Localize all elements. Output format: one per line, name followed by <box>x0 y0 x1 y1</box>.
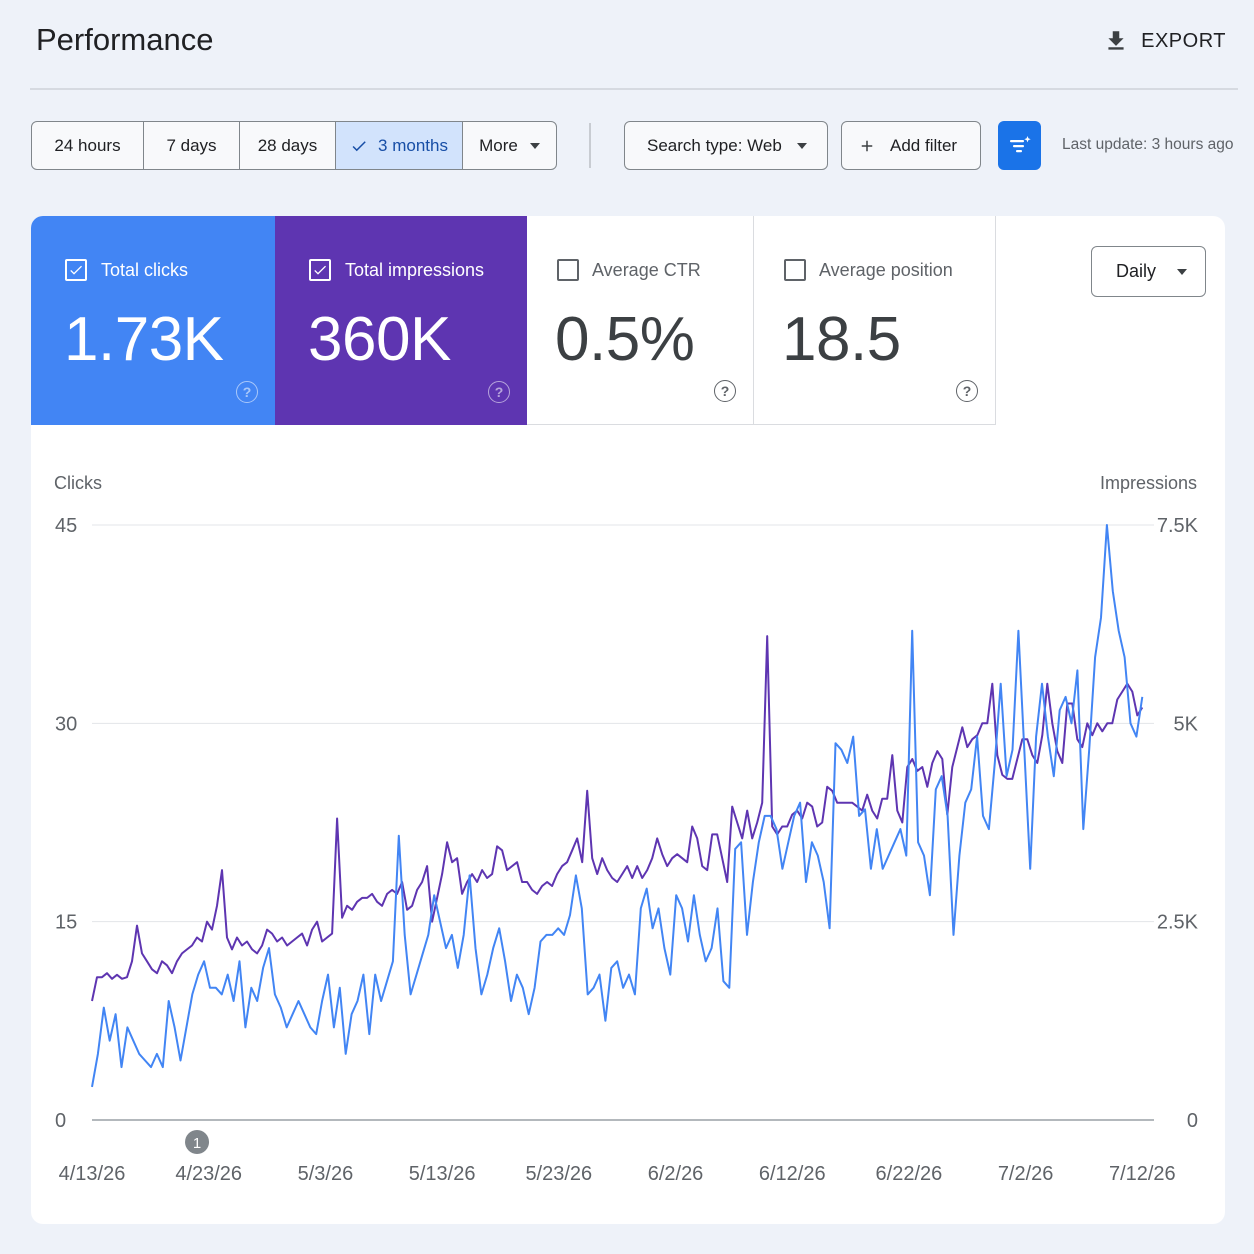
x-tick-label: 4/13/26 <box>59 1163 126 1185</box>
annotation-marker <box>185 1130 210 1154</box>
metric-label: Average CTR <box>592 260 701 280</box>
search-type-label: Search type: Web <box>647 135 782 155</box>
right-tick-label: 0 <box>1187 1110 1198 1132</box>
export-label: EXPORT <box>1141 29 1226 52</box>
performance-card: Total clicks 1.73K ? Total impressions 3… <box>31 216 1225 1224</box>
page-header: Performance EXPORT <box>36 22 1226 66</box>
add-filter-label: Add filter <box>890 135 958 155</box>
x-tick-label: 6/2/26 <box>648 1163 704 1185</box>
x-tick-label: 4/23/26 <box>175 1163 242 1185</box>
header-divider <box>30 88 1238 90</box>
metric-total-clicks[interactable]: Total clicks 1.73K ? <box>31 216 275 425</box>
range-label: 3 months <box>378 135 448 155</box>
range-7-days-button[interactable]: 7 days <box>144 122 240 169</box>
range-3-months-button[interactable]: 3 months <box>336 122 463 169</box>
toolbar-divider <box>589 123 591 168</box>
left-tick-label: 0 <box>55 1110 66 1132</box>
metric-label: Total impressions <box>345 260 485 280</box>
annotation-label: 1 <box>193 1135 201 1152</box>
right-tick-label: 7.5K <box>1157 515 1199 537</box>
range-more-dropdown[interactable]: More <box>463 122 556 169</box>
plus-icon <box>861 140 873 151</box>
metric-average-position[interactable]: Average position 18.5 ? <box>754 216 996 425</box>
metric-value: 1.73K <box>64 305 224 374</box>
x-tick-label: 6/22/26 <box>876 1163 943 1185</box>
caret-down-icon <box>797 143 807 149</box>
metric-value: 0.5% <box>555 305 695 374</box>
add-filter-button[interactable]: Add filter <box>841 121 981 170</box>
x-tick-label: 5/3/26 <box>298 1163 354 1185</box>
help-icon[interactable]: ? <box>714 380 736 402</box>
search-type-dropdown[interactable]: Search type: Web <box>624 121 828 170</box>
impressions-series-line <box>91 635 1144 1002</box>
left-tick-label: 30 <box>55 713 77 735</box>
help-icon[interactable]: ? <box>956 380 978 402</box>
left-axis-title: Clicks <box>54 473 102 493</box>
right-axis-title: Impressions <box>1100 473 1197 493</box>
help-icon[interactable]: ? <box>236 381 258 403</box>
date-range-group: 24 hours 7 days 28 days 3 months More <box>31 121 557 170</box>
granularity-label: Daily <box>1116 261 1157 281</box>
range-label: More <box>479 135 518 155</box>
right-tick-label: 2.5K <box>1157 912 1199 934</box>
range-label: 7 days <box>166 135 217 155</box>
x-tick-label: 7/12/26 <box>1109 1163 1176 1185</box>
metric-average-ctr[interactable]: Average CTR 0.5% ? <box>527 216 754 425</box>
left-tick-label: 45 <box>55 515 77 537</box>
x-tick-label: 6/12/26 <box>759 1163 826 1185</box>
left-tick-label: 15 <box>55 912 77 934</box>
metric-value: 360K <box>308 305 451 374</box>
help-icon[interactable]: ? <box>488 381 510 403</box>
x-tick-label: 5/13/26 <box>409 1163 476 1185</box>
checkbox-checked-icon[interactable] <box>65 259 87 281</box>
page-title: Performance <box>36 22 214 57</box>
right-tick-label: 5K <box>1174 713 1199 735</box>
toolbar: 24 hours 7 days 28 days 3 months More Se… <box>31 121 1234 170</box>
last-update-text: Last update: 3 hours ago <box>1062 136 1234 153</box>
range-label: 28 days <box>257 135 318 155</box>
checkbox-checked-icon[interactable] <box>309 259 331 281</box>
metric-value: 18.5 <box>782 305 901 374</box>
clicks-series-line <box>91 524 1144 1088</box>
x-tick-label: 5/23/26 <box>525 1163 592 1185</box>
performance-chart: Clicks Impressions 0 0 15 2.5K 30 5K 45 7.5K 4/13/… <box>54 473 1199 1185</box>
filter-sparkle-button[interactable] <box>998 121 1041 170</box>
caret-down-icon <box>1177 269 1187 275</box>
export-button[interactable]: EXPORT <box>1103 28 1226 54</box>
check-icon <box>352 140 366 151</box>
range-28-days-button[interactable]: 28 days <box>240 122 336 169</box>
caret-down-icon <box>529 142 540 149</box>
download-icon <box>1108 31 1124 50</box>
range-24-hours-button[interactable]: 24 hours <box>32 122 144 169</box>
metric-total-impressions[interactable]: Total impressions 360K ? <box>275 216 527 425</box>
metric-label: Total clicks <box>101 260 189 280</box>
granularity-dropdown[interactable]: Daily <box>1091 246 1206 297</box>
checkbox-unchecked-icon[interactable] <box>784 259 806 281</box>
range-label: 24 hours <box>54 135 121 155</box>
x-tick-label: 7/2/26 <box>998 1163 1054 1185</box>
metric-label: Average position <box>819 260 953 280</box>
filter-sparkle-icon <box>1009 135 1031 152</box>
checkbox-unchecked-icon[interactable] <box>557 259 579 281</box>
